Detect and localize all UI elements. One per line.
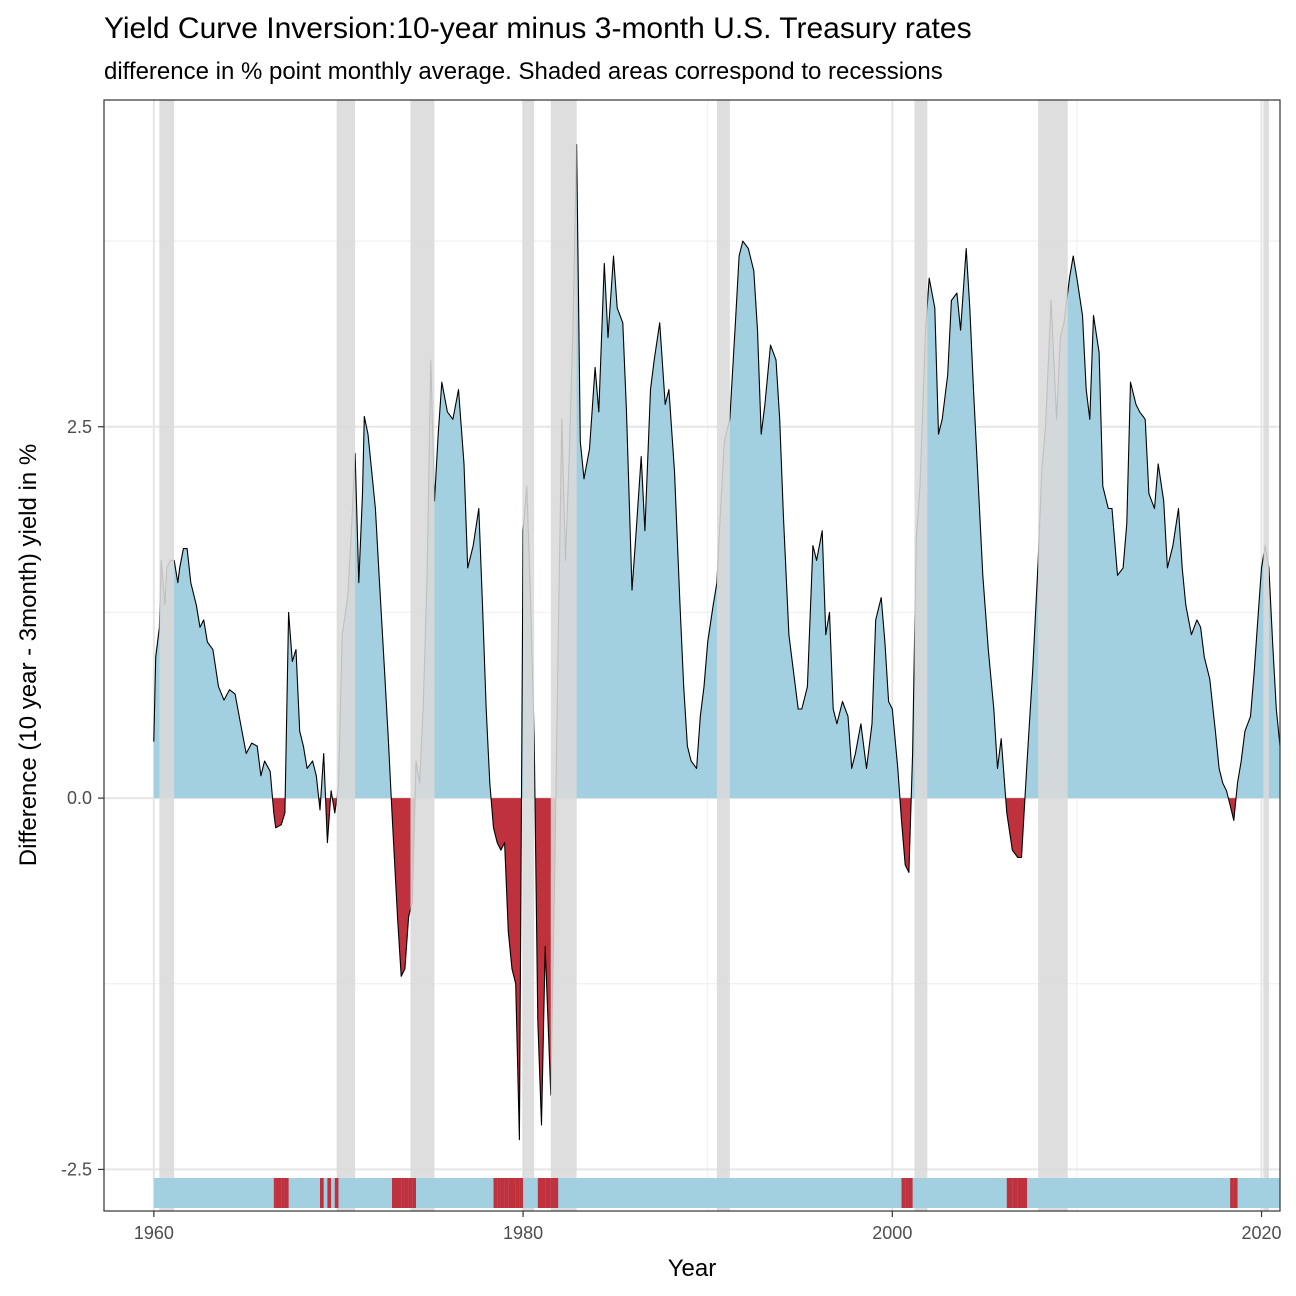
rug-inversion [550, 1178, 555, 1208]
recession-shading [159, 100, 1269, 1211]
rug-inversion [497, 1178, 501, 1208]
series-line-group [153, 144, 1281, 1141]
recession-band [914, 100, 928, 1211]
recession-band [1038, 100, 1068, 1211]
rug-inversion [392, 1178, 398, 1208]
rug-inversion [537, 1178, 542, 1208]
rug-inversion [1012, 1178, 1018, 1208]
rug-inversion [504, 1178, 509, 1208]
rug-inversion [901, 1178, 906, 1208]
positive-area [911, 248, 1006, 799]
y-tick-label: 2.5 [67, 417, 92, 437]
rug-inversion [320, 1178, 324, 1208]
x-tick-label: 1980 [503, 1223, 543, 1243]
x-tick-label: 2020 [1242, 1223, 1282, 1243]
rug-inversion [519, 1178, 524, 1208]
rug-inversion [408, 1178, 413, 1208]
x-tick-label: 1960 [134, 1223, 174, 1243]
x-axis: 1960 1980 2000 2020 [134, 1211, 1282, 1243]
series-line [153, 144, 1281, 1141]
recession-band [716, 100, 730, 1211]
recession-band [410, 100, 435, 1211]
rug-positive [153, 1178, 1280, 1208]
rug-inversion [334, 1178, 339, 1208]
rug-strip [153, 1178, 1280, 1208]
recession-band [550, 100, 577, 1211]
plot-border [103, 99, 1281, 1212]
inversion-area [491, 798, 522, 1140]
rug-inversion [515, 1178, 520, 1208]
inversion-area [1005, 798, 1025, 858]
rug-inversion [281, 1178, 285, 1208]
recession-band [523, 100, 535, 1211]
chart-title: Yield Curve Inversion:10-year minus 3-mo… [104, 12, 972, 45]
x-axis-title: Year [668, 1255, 717, 1282]
rug-inversion [327, 1178, 332, 1208]
recession-band [336, 100, 356, 1211]
rug-inversion [275, 1178, 282, 1208]
rug-inversion [1006, 1178, 1013, 1208]
rug-inversion [1230, 1178, 1234, 1208]
y-axis: -2.5 0.0 2.5 [61, 417, 104, 1179]
rug-inversion [401, 1178, 405, 1208]
y-tick-label: 0.0 [67, 788, 92, 808]
rug-inversion [1233, 1178, 1238, 1208]
rug-inversion [412, 1178, 416, 1208]
rug-inversion [541, 1178, 546, 1208]
y-axis-title: Difference (10 year - 3month) yield in % [15, 444, 42, 866]
inversion-area [391, 798, 415, 977]
recession-band [1263, 100, 1269, 1211]
y-tick-label: -2.5 [61, 1159, 92, 1179]
rug-inversion [908, 1178, 913, 1208]
rug-inversion [404, 1178, 409, 1208]
rug-inversion [508, 1178, 512, 1208]
rug-inversion [905, 1178, 909, 1208]
rug-inversion [493, 1178, 498, 1208]
rug-inversion [554, 1178, 559, 1208]
positive-area [1236, 545, 1280, 799]
rug-inversion [284, 1178, 289, 1208]
recession-band [159, 100, 175, 1211]
rug-inversion [500, 1178, 505, 1208]
rug-inversion [397, 1178, 402, 1208]
inversion-area [900, 798, 912, 873]
rug-inversion [1017, 1178, 1022, 1208]
rug-inversion [512, 1178, 516, 1208]
rug-inversion [1021, 1178, 1028, 1208]
inversion-area [534, 798, 556, 1125]
rug-inversion [545, 1178, 551, 1208]
chart-subtitle: difference in % point monthly average. S… [104, 58, 943, 85]
x-tick-label: 2000 [872, 1223, 912, 1243]
rug-inversion [273, 1178, 276, 1208]
